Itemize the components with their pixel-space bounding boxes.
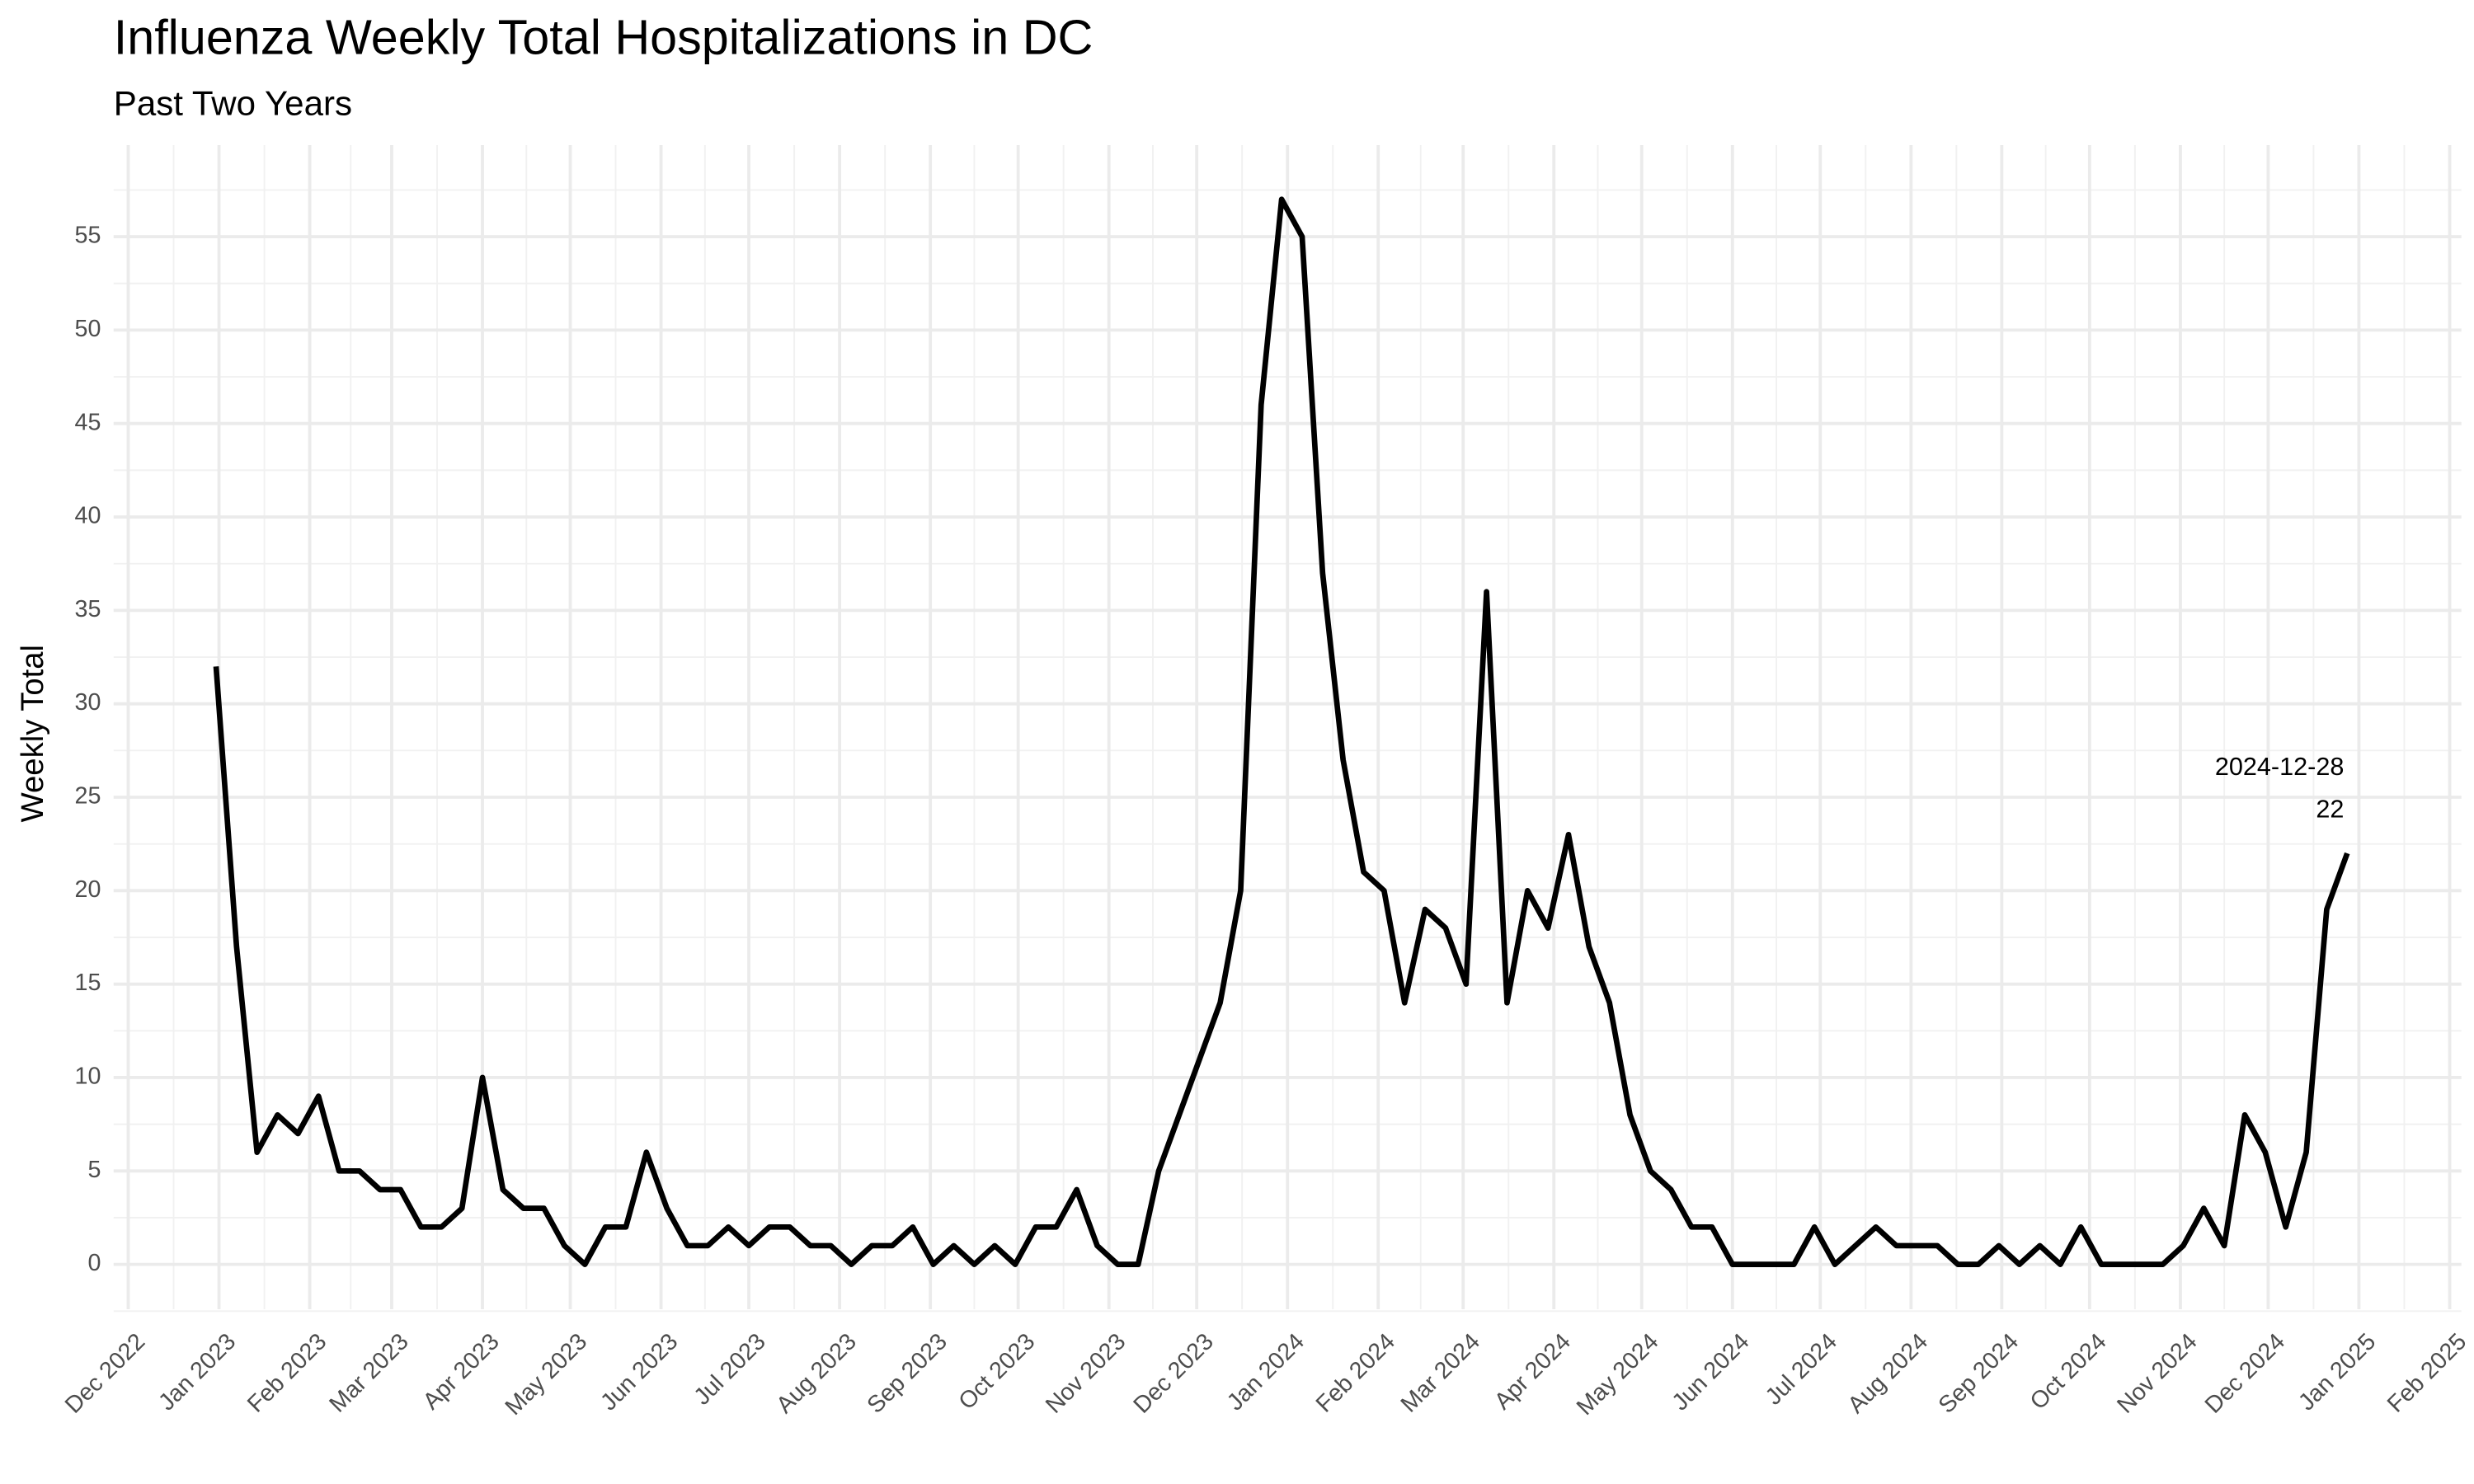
- y-tick-label: 35: [75, 596, 101, 622]
- y-tick-label: 55: [75, 223, 101, 249]
- y-axis-label: Weekly Total: [15, 645, 50, 822]
- y-tick-label: 30: [75, 689, 101, 716]
- y-tick-label: 45: [75, 409, 101, 435]
- chart-title: Influenza Weekly Total Hospitalizations …: [114, 9, 1094, 64]
- y-tick-label: 50: [75, 316, 101, 342]
- annotation-date: 2024-12-28: [2215, 753, 2345, 781]
- grid: [113, 145, 2462, 1313]
- y-tick-label: 20: [75, 876, 101, 903]
- y-tick-label: 40: [75, 503, 101, 529]
- line: [213, 196, 2350, 1267]
- plot: [213, 196, 2350, 1267]
- y-tick-label: 10: [75, 1064, 101, 1090]
- y-tick-label: 15: [75, 970, 101, 996]
- y-tick-label: 25: [75, 783, 101, 810]
- y-tick-label: 0: [87, 1250, 101, 1276]
- chart-subtitle: Past Two Years: [114, 83, 352, 122]
- data-label: 22: [2316, 795, 2344, 823]
- y-tick-label: 5: [87, 1157, 101, 1183]
